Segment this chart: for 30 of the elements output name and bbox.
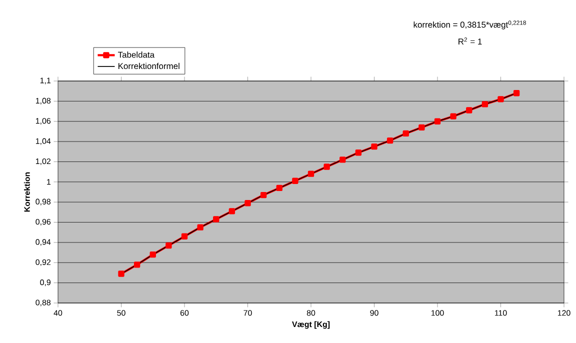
point (466, 107, 472, 114)
point (340, 156, 346, 163)
point (308, 170, 314, 177)
legend-label: Tabeldata (118, 52, 155, 58)
point (482, 101, 488, 108)
point (292, 178, 298, 184)
point (118, 270, 124, 277)
point (213, 216, 220, 222)
point (386, 137, 394, 144)
point (498, 96, 504, 102)
point (434, 118, 441, 124)
point (166, 242, 172, 249)
point (150, 251, 156, 258)
point (228, 208, 236, 214)
text: R$^{2}$ = 1 (458, 38, 482, 44)
point (355, 150, 362, 156)
point (260, 192, 267, 198)
point (181, 233, 188, 240)
point (402, 130, 409, 137)
point (513, 90, 520, 96)
legend-label: Korrektionformel (118, 62, 180, 70)
point (371, 144, 378, 150)
point (134, 262, 140, 268)
point (418, 124, 425, 131)
point (197, 224, 204, 230)
point (276, 184, 282, 192)
point (324, 164, 330, 170)
text: korrektion = 0,3815*vægt$^{0,2218}$ (414, 20, 526, 30)
point (244, 200, 251, 206)
point (450, 113, 456, 120)
